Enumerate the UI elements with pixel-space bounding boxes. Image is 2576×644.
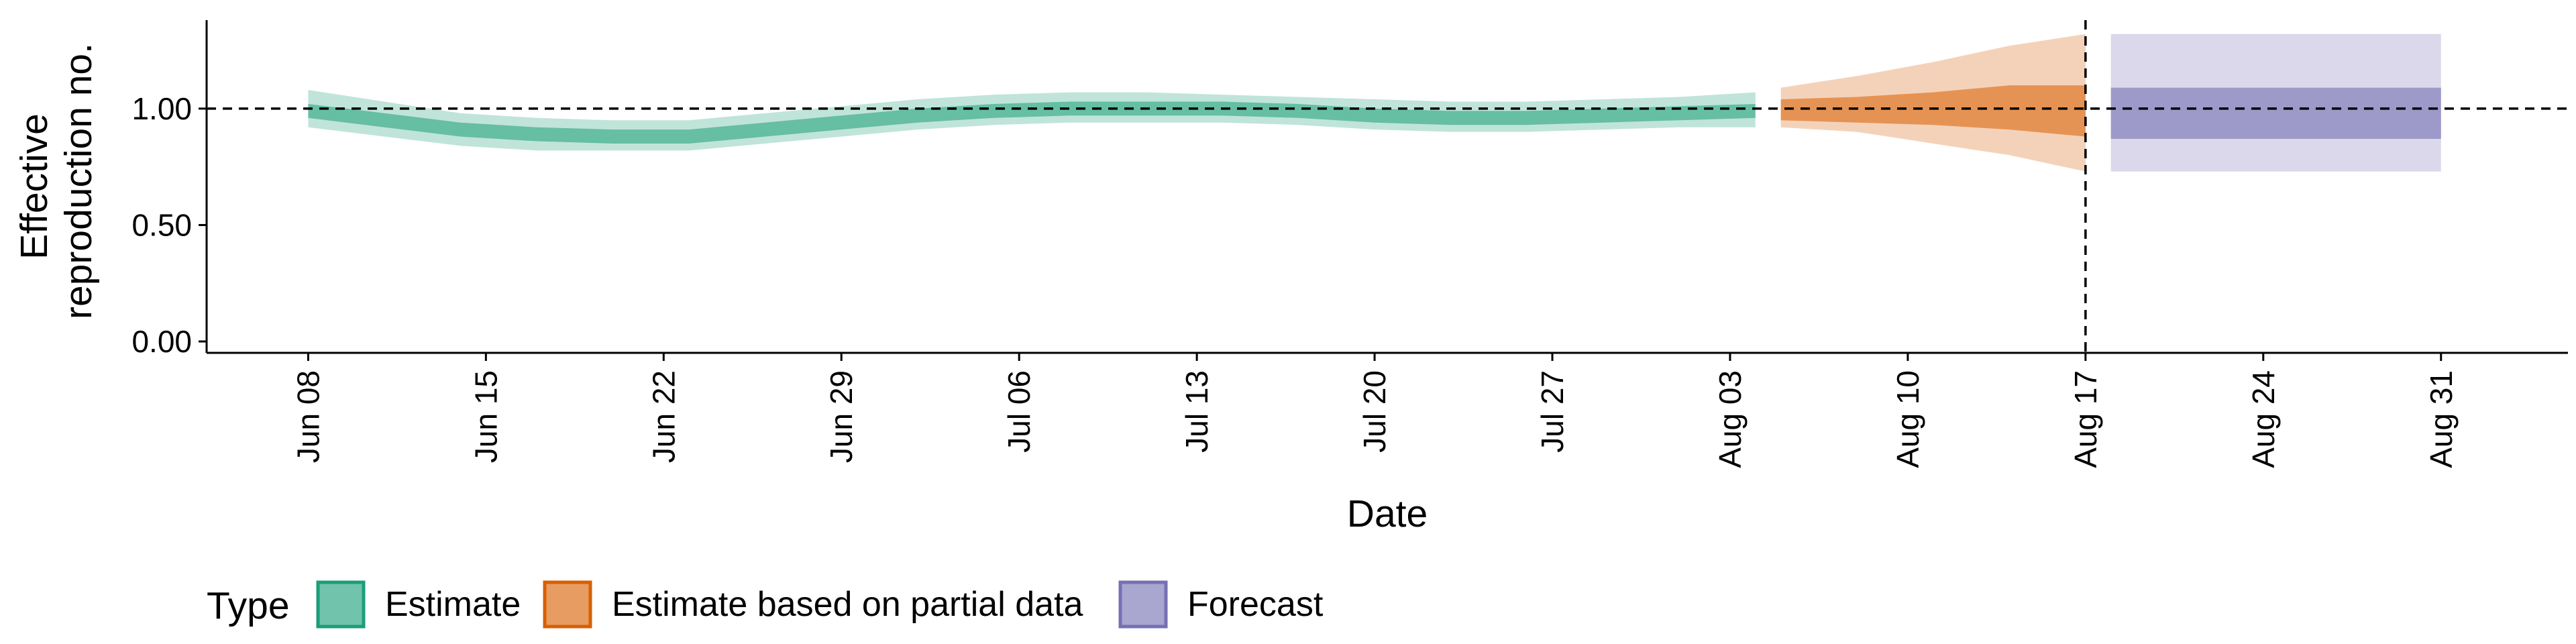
legend-label-estimate: Estimate bbox=[385, 585, 521, 624]
x-tick-label: Jul 27 bbox=[1535, 370, 1570, 453]
axes bbox=[205, 20, 2568, 354]
x-tick-label: Jun 15 bbox=[468, 370, 503, 463]
y-axis-title-line-2: reproduction no. bbox=[57, 43, 100, 319]
x-tick-label: Jul 06 bbox=[1002, 370, 1036, 453]
x-tick-label: Jun 08 bbox=[290, 370, 325, 463]
x-ticks: Jun 08 Jun 15 Jun 22 Jun 29 Jul 06 Jul 13 Jul … bbox=[290, 353, 2459, 468]
x-tick-label: Jun 22 bbox=[646, 370, 681, 463]
y-ticks: 0.00 0.50 1.00 bbox=[131, 91, 207, 359]
y-tick-label: 0.00 bbox=[131, 324, 192, 359]
y-tick-label: 0.50 bbox=[131, 207, 192, 242]
x-tick-label: Jun 29 bbox=[824, 370, 859, 463]
x-axis-title: Date bbox=[1347, 492, 1428, 535]
x-tick-label: Aug 03 bbox=[1713, 370, 1748, 468]
legend-key-forecast bbox=[1118, 580, 1168, 629]
y-axis-title-line-1: Effective bbox=[13, 113, 56, 260]
legend-title: Type bbox=[207, 584, 290, 627]
y-tick-label: 1.00 bbox=[131, 91, 192, 126]
y-axis-title: Effective reproduction no. bbox=[13, 43, 100, 319]
x-tick-label: Jul 13 bbox=[1179, 370, 1214, 453]
band-50-estimate bbox=[308, 101, 1756, 144]
band-50-forecast bbox=[2110, 87, 2441, 139]
x-tick-label: Aug 10 bbox=[1890, 370, 1925, 468]
x-tick-label: Aug 24 bbox=[2246, 370, 2281, 468]
reference-lines bbox=[207, 20, 2568, 353]
x-tick-label: Aug 17 bbox=[2068, 370, 2103, 468]
legend-label-forecast: Forecast bbox=[1187, 585, 1324, 624]
legend: Type Estimate Estimate based on partial … bbox=[207, 580, 1324, 629]
x-tick-label: Aug 31 bbox=[2424, 370, 2459, 468]
band-50-estimate-based-on-partial-data bbox=[1780, 85, 2086, 137]
x-tick-label: Jul 20 bbox=[1357, 370, 1392, 453]
legend-key-estimate bbox=[316, 580, 366, 629]
legend-key-partial bbox=[543, 580, 592, 629]
legend-label-partial: Estimate based on partial data bbox=[612, 585, 1083, 624]
bands-layer bbox=[308, 34, 2441, 172]
